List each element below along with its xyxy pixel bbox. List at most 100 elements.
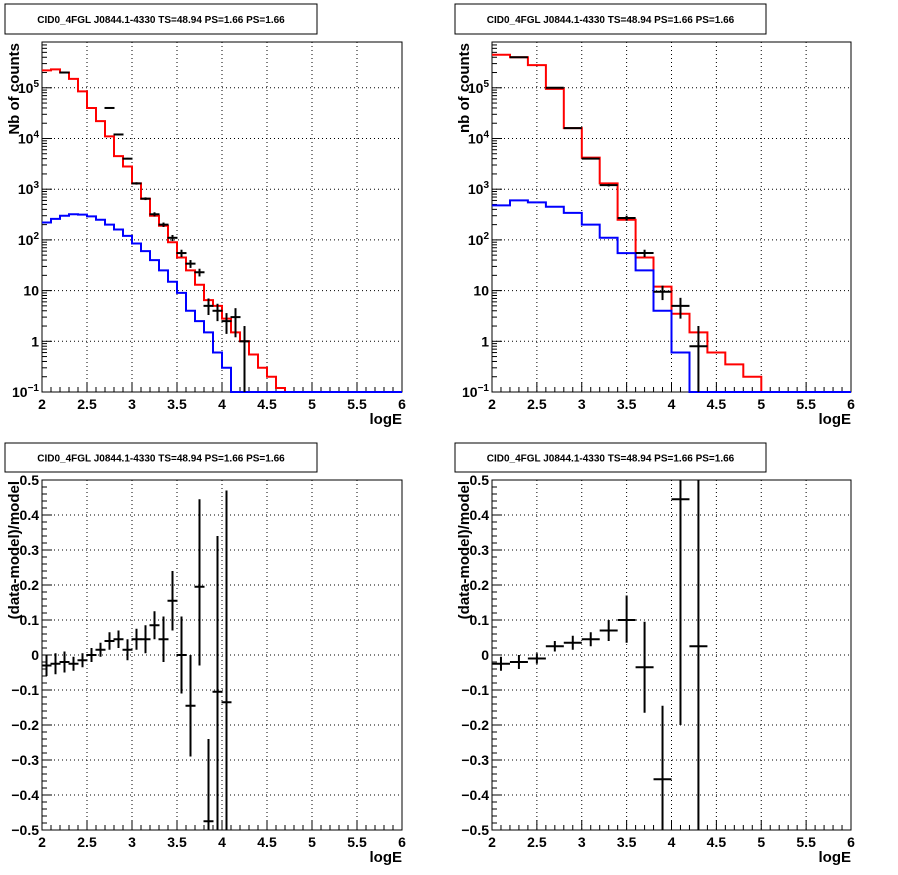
y-axis-title: (data-model)/model [6,481,23,619]
x-tick-label: 2.5 [77,396,97,412]
y-tick-label: 105 [468,79,490,96]
y-tick-label: −0.3 [461,752,489,768]
data-point [113,133,124,136]
data-point [221,313,232,334]
y-tick-label: 102 [18,231,40,248]
x-tick-label: 4.5 [257,396,277,412]
grid [42,42,402,392]
y-tick-label: 0.1 [470,612,490,628]
data-point [509,655,528,669]
data-point [212,303,223,322]
x-tick-label: 6 [398,834,406,850]
chart-panel-2: 2 2.5 3 3.5 4 4.5 5 5.5 6 10−1 1 10 102 103 104 105 logE… [454,3,855,428]
data-point [113,630,124,648]
data-point [194,268,205,277]
x-tick-label: 6 [398,396,406,412]
data-point [77,653,88,668]
y-tick-label: 0.3 [470,542,490,558]
axis-ticks [491,479,852,831]
data-point [86,648,97,662]
data-point [689,326,708,392]
data-point [131,182,142,185]
x-tick-label: 4 [668,834,676,850]
chart-panel-3: 2 2.5 3 3.5 4 4.5 5 5.5 6 −0.5 −0.4 −0.3 −0.2 −0.1 0 0.… [4,442,406,866]
data-point [176,616,187,694]
x-tick-label: 3.5 [617,834,637,850]
x-tick-label: 2.5 [77,834,97,850]
residual-points [491,480,708,830]
residual-points [41,490,232,830]
x-tick-label: 6 [847,834,855,850]
y-tick-label: 0.5 [470,472,490,488]
pad-title: CID0_4FGL J0844.1-4330 TS=48.94 PS=1.66 … [37,454,285,465]
y-tick-label: 0.5 [20,472,40,488]
y-tick-label: 105 [18,79,40,96]
y-tick-label: −0.4 [11,787,39,803]
y-tick-label: −0.5 [11,822,39,838]
pad-title-box [454,3,767,35]
data-point [122,639,133,661]
data-point [158,222,169,227]
data-point [185,655,196,757]
x-tick-label: 3 [578,834,586,850]
data-point [59,71,70,74]
x-tick-label: 5 [308,834,316,850]
y-tick-label: 0.2 [470,577,490,593]
x-tick-label: 5 [308,396,316,412]
y-axis-title: (data-model)/model [456,481,473,619]
x-tick-label: 3 [128,396,136,412]
model-source-histogram [42,213,402,393]
data-point [104,106,115,109]
x-tick-label: 5.5 [796,396,816,412]
grid [42,480,402,830]
y-tick-label: 0.1 [20,612,40,628]
x-tick-label: 3 [128,834,136,850]
pad-title-box [4,3,318,35]
data-point [68,656,79,671]
data-point [131,628,142,650]
data-point [104,632,115,650]
data-point [671,480,690,725]
data-point [176,249,187,257]
y-axis-title: Nb of counts [6,43,23,135]
x-tick-label: 2 [38,396,46,412]
data-point [491,656,510,671]
chart-panel-1: 2 2.5 3 3.5 4 4.5 5 5.5 6 10−1 1 10 102 103 104 105 logE… [4,3,406,428]
data-point [689,480,708,830]
y-tick-label: −0.4 [461,787,489,803]
y-axis-title: nb of counts [456,43,473,133]
data-point [185,260,196,268]
x-tick-label: 5 [757,396,765,412]
y-tick-label: 0 [481,647,489,663]
data-point [563,127,582,130]
x-tick-label: 2 [488,834,496,850]
pad-title: CID0_4FGL J0844.1-4330 TS=48.94 PS=1.66 … [487,454,735,465]
data-point [59,651,70,673]
x-tick-label: 2.5 [527,396,547,412]
data-point [149,212,160,217]
x-tick-label: 4.5 [257,834,277,850]
data-point [167,571,178,631]
x-tick-label: 6 [847,396,855,412]
x-tick-label: 3.5 [617,396,637,412]
x-axis-title: logE [370,849,403,866]
x-axis-title: logE [370,411,403,428]
data-point [203,298,214,316]
y-tick-label: 104 [18,129,40,146]
data-point [149,611,160,640]
data-point [581,157,600,160]
x-tick-label: 4.5 [707,396,727,412]
axis-ticks [41,41,403,393]
x-axis-title: logE [819,849,852,866]
data-point [230,308,241,338]
data-point [212,536,223,830]
pad-title: CID0_4FGL J0844.1-4330 TS=48.94 PS=1.66 … [37,15,285,26]
data-point [221,490,232,830]
x-tick-label: 3.5 [167,396,187,412]
data-point [239,326,250,392]
y-tick-label: 10−1 [12,383,39,400]
data-point [617,215,636,221]
x-axis-title: logE [819,411,852,428]
pad-title: CID0_4FGL J0844.1-4330 TS=48.94 PS=1.66 … [487,15,735,26]
